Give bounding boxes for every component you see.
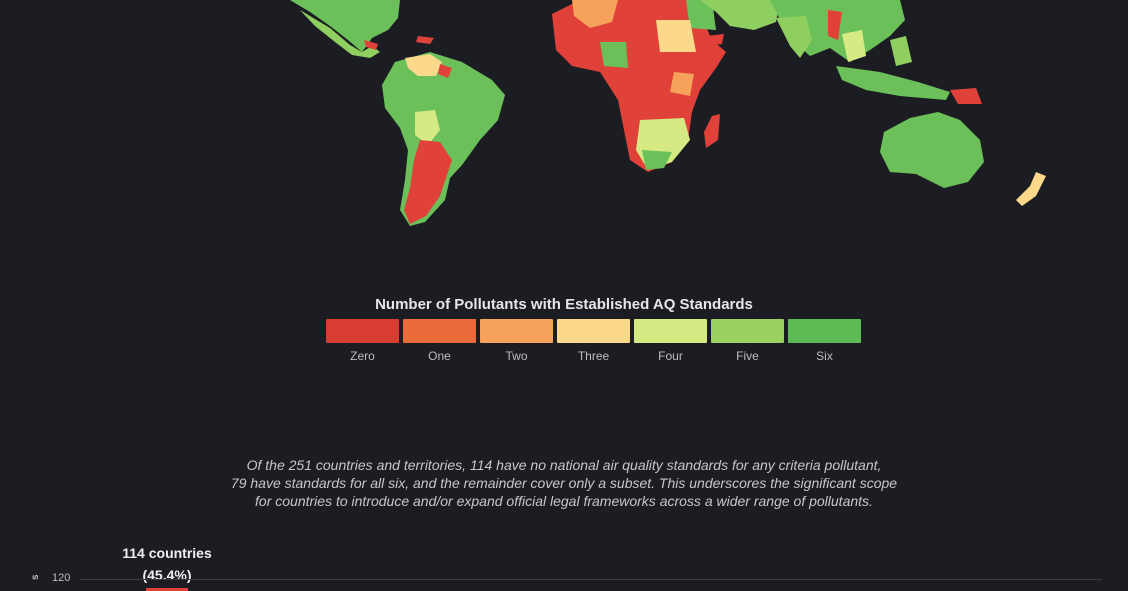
legend-item-one: One bbox=[403, 319, 476, 363]
legend-swatch bbox=[403, 319, 476, 343]
legend-swatch bbox=[326, 319, 399, 343]
map-region-sudan bbox=[656, 20, 696, 52]
map-region-myanmar bbox=[828, 10, 842, 40]
map-region-southeast-asia bbox=[842, 30, 866, 62]
bar-zero bbox=[146, 588, 188, 591]
map-region-west-africa bbox=[600, 42, 628, 68]
legend-swatch bbox=[711, 319, 784, 343]
map-region-africa-north bbox=[572, 0, 618, 28]
map-region-peru bbox=[415, 110, 440, 145]
legend-swatch bbox=[788, 319, 861, 343]
map-region-argentina bbox=[404, 140, 452, 224]
bar-annotation-percent: (45.4%) bbox=[142, 567, 192, 583]
map-region-central-africa bbox=[670, 72, 694, 96]
map-region-mexico bbox=[300, 10, 380, 58]
legend-label: Zero bbox=[350, 349, 375, 363]
caption-line: 79 have standards for all six, and the r… bbox=[230, 475, 898, 491]
legend-item-zero: Zero bbox=[326, 319, 399, 363]
map-region-guyana bbox=[438, 64, 452, 78]
map-region-south-asia bbox=[776, 16, 812, 58]
map-region-new-zealand bbox=[1016, 172, 1046, 206]
world-map bbox=[290, 0, 1046, 226]
legend-label: Five bbox=[736, 349, 759, 363]
legend-item-three: Three bbox=[557, 319, 630, 363]
legend-item-four: Four bbox=[634, 319, 707, 363]
legend-label: One bbox=[428, 349, 451, 363]
map-region-australia bbox=[880, 112, 984, 188]
y-axis-label: s bbox=[30, 574, 41, 580]
map-region-papua bbox=[950, 88, 982, 104]
map-region-indonesia bbox=[836, 66, 950, 100]
caption: Of the 251 countries and territories, 11… bbox=[140, 456, 988, 510]
map-region-middle-east bbox=[700, 0, 780, 30]
map-region-venezuela bbox=[405, 54, 442, 76]
legend-item-six: Six bbox=[788, 319, 861, 363]
legend-label: Four bbox=[658, 349, 683, 363]
legend-label: Six bbox=[816, 349, 833, 363]
legend-swatch bbox=[557, 319, 630, 343]
legend-item-five: Five bbox=[711, 319, 784, 363]
chart-gridline bbox=[80, 579, 1102, 580]
map-region-egypt bbox=[686, 0, 716, 30]
map-region-caribbean bbox=[416, 36, 434, 44]
caption-line: Of the 251 countries and territories, 11… bbox=[246, 457, 882, 473]
legend-title: Number of Pollutants with Established AQ… bbox=[375, 296, 753, 313]
map-region-madagascar bbox=[704, 114, 720, 148]
legend-label: Three bbox=[577, 349, 610, 363]
legend-label: Two bbox=[505, 349, 528, 363]
map-region-south-africa bbox=[642, 150, 672, 170]
y-tick-label: 120 bbox=[52, 572, 71, 584]
legend-item-two: Two bbox=[480, 319, 553, 363]
map-region-south-america bbox=[382, 52, 505, 226]
map-region-north-america bbox=[290, 0, 400, 52]
map-region-philippines bbox=[890, 36, 912, 66]
map-region-arabia-east bbox=[706, 34, 724, 46]
legend: Zero One Two Three Four Five Six bbox=[326, 319, 861, 363]
bar-annotation-count: 114 countries bbox=[122, 545, 212, 561]
caption-line: for countries to introduce and/or expand… bbox=[255, 493, 873, 509]
map-region-central-america bbox=[364, 40, 378, 50]
legend-swatch bbox=[634, 319, 707, 343]
legend-swatch bbox=[480, 319, 553, 343]
